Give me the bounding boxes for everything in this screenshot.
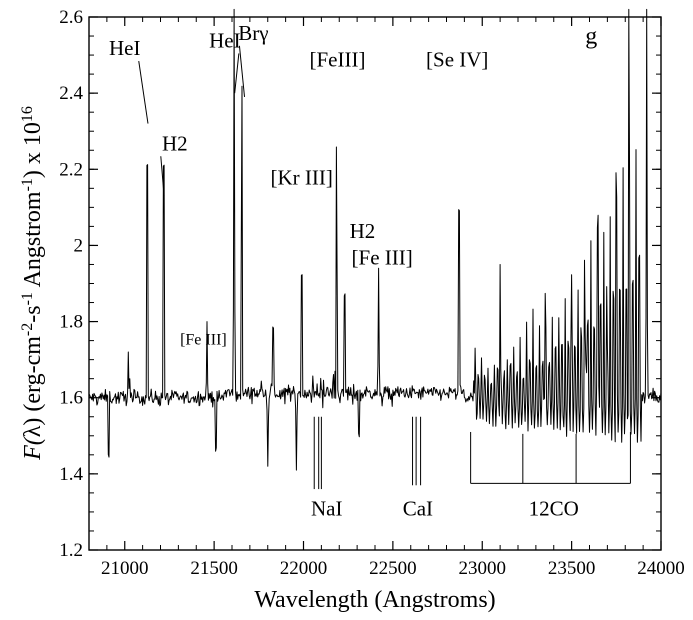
x-tick-label: 23500 [548,558,596,579]
label-leader-line [234,53,240,94]
x-tick-label: 21000 [101,558,149,579]
line-label: NaI [311,497,342,521]
y-tick-label: 1.4 [59,464,83,485]
y-axis-title-part: 16 [19,106,36,122]
x-tick-label: 23000 [459,558,507,579]
line-label: [Se IV] [426,47,488,71]
y-axis-title: F(λ) (erg-cm-2-s-1 Angstrom-1) x 1016 [19,106,47,461]
y-tick-label: 2.4 [59,83,83,104]
x-tick-label: 21500 [190,558,238,579]
label-leader-line [160,156,165,196]
y-axis-title-part: λ [20,425,46,437]
y-axis-title-part: Angstrom [20,191,46,292]
line-label: 12CO [529,497,579,521]
label-leader-line [138,60,149,124]
y-tick-label: 1.6 [59,388,83,409]
x-tick-label: 24000 [637,558,685,579]
y-tick-label: 2.2 [59,159,83,180]
label-leader-line [238,45,246,97]
y-tick-label: 1.2 [59,540,83,561]
line-label: [FeIII] [309,47,365,71]
line-label: Brγ [238,21,268,45]
y-axis-title-part: F( [20,435,46,461]
line-label: [Kr III] [271,166,333,190]
line-label: [Fe III] [352,245,413,269]
spectrum-line [88,8,662,471]
y-tick-label: 2 [74,235,84,256]
y-axis-title-part: -2 [19,323,36,336]
y-tick-label: 1.8 [59,312,83,333]
line-label: H2 [350,219,376,243]
x-axis-title: Wavelength (Angstroms) [254,587,495,613]
plot-frame [88,16,662,551]
y-axis-title-part: ) (erg-cm [20,336,46,426]
y-tick-label: 2.6 [59,7,83,28]
line-label: CaI [403,497,433,521]
y-axis-title-part: ) x 10 [20,122,46,178]
line-label: g [585,24,597,50]
y-axis-title-part: -s [20,305,46,322]
line-label: HeI [209,28,240,52]
x-tick-label: 22500 [369,558,417,579]
plot-layer [88,8,662,471]
line-label: [Fe III] [180,331,227,348]
x-tick-label: 22000 [280,558,328,579]
y-axis-title-part: -1 [19,292,36,305]
tick-layer: 21000 21500 22000 22500 23000 23500 24000 1.2 1.… [59,7,685,579]
line-label: HeI [109,36,140,60]
line-label: H2 [162,131,188,155]
y-axis-title-part: -1 [19,178,36,191]
